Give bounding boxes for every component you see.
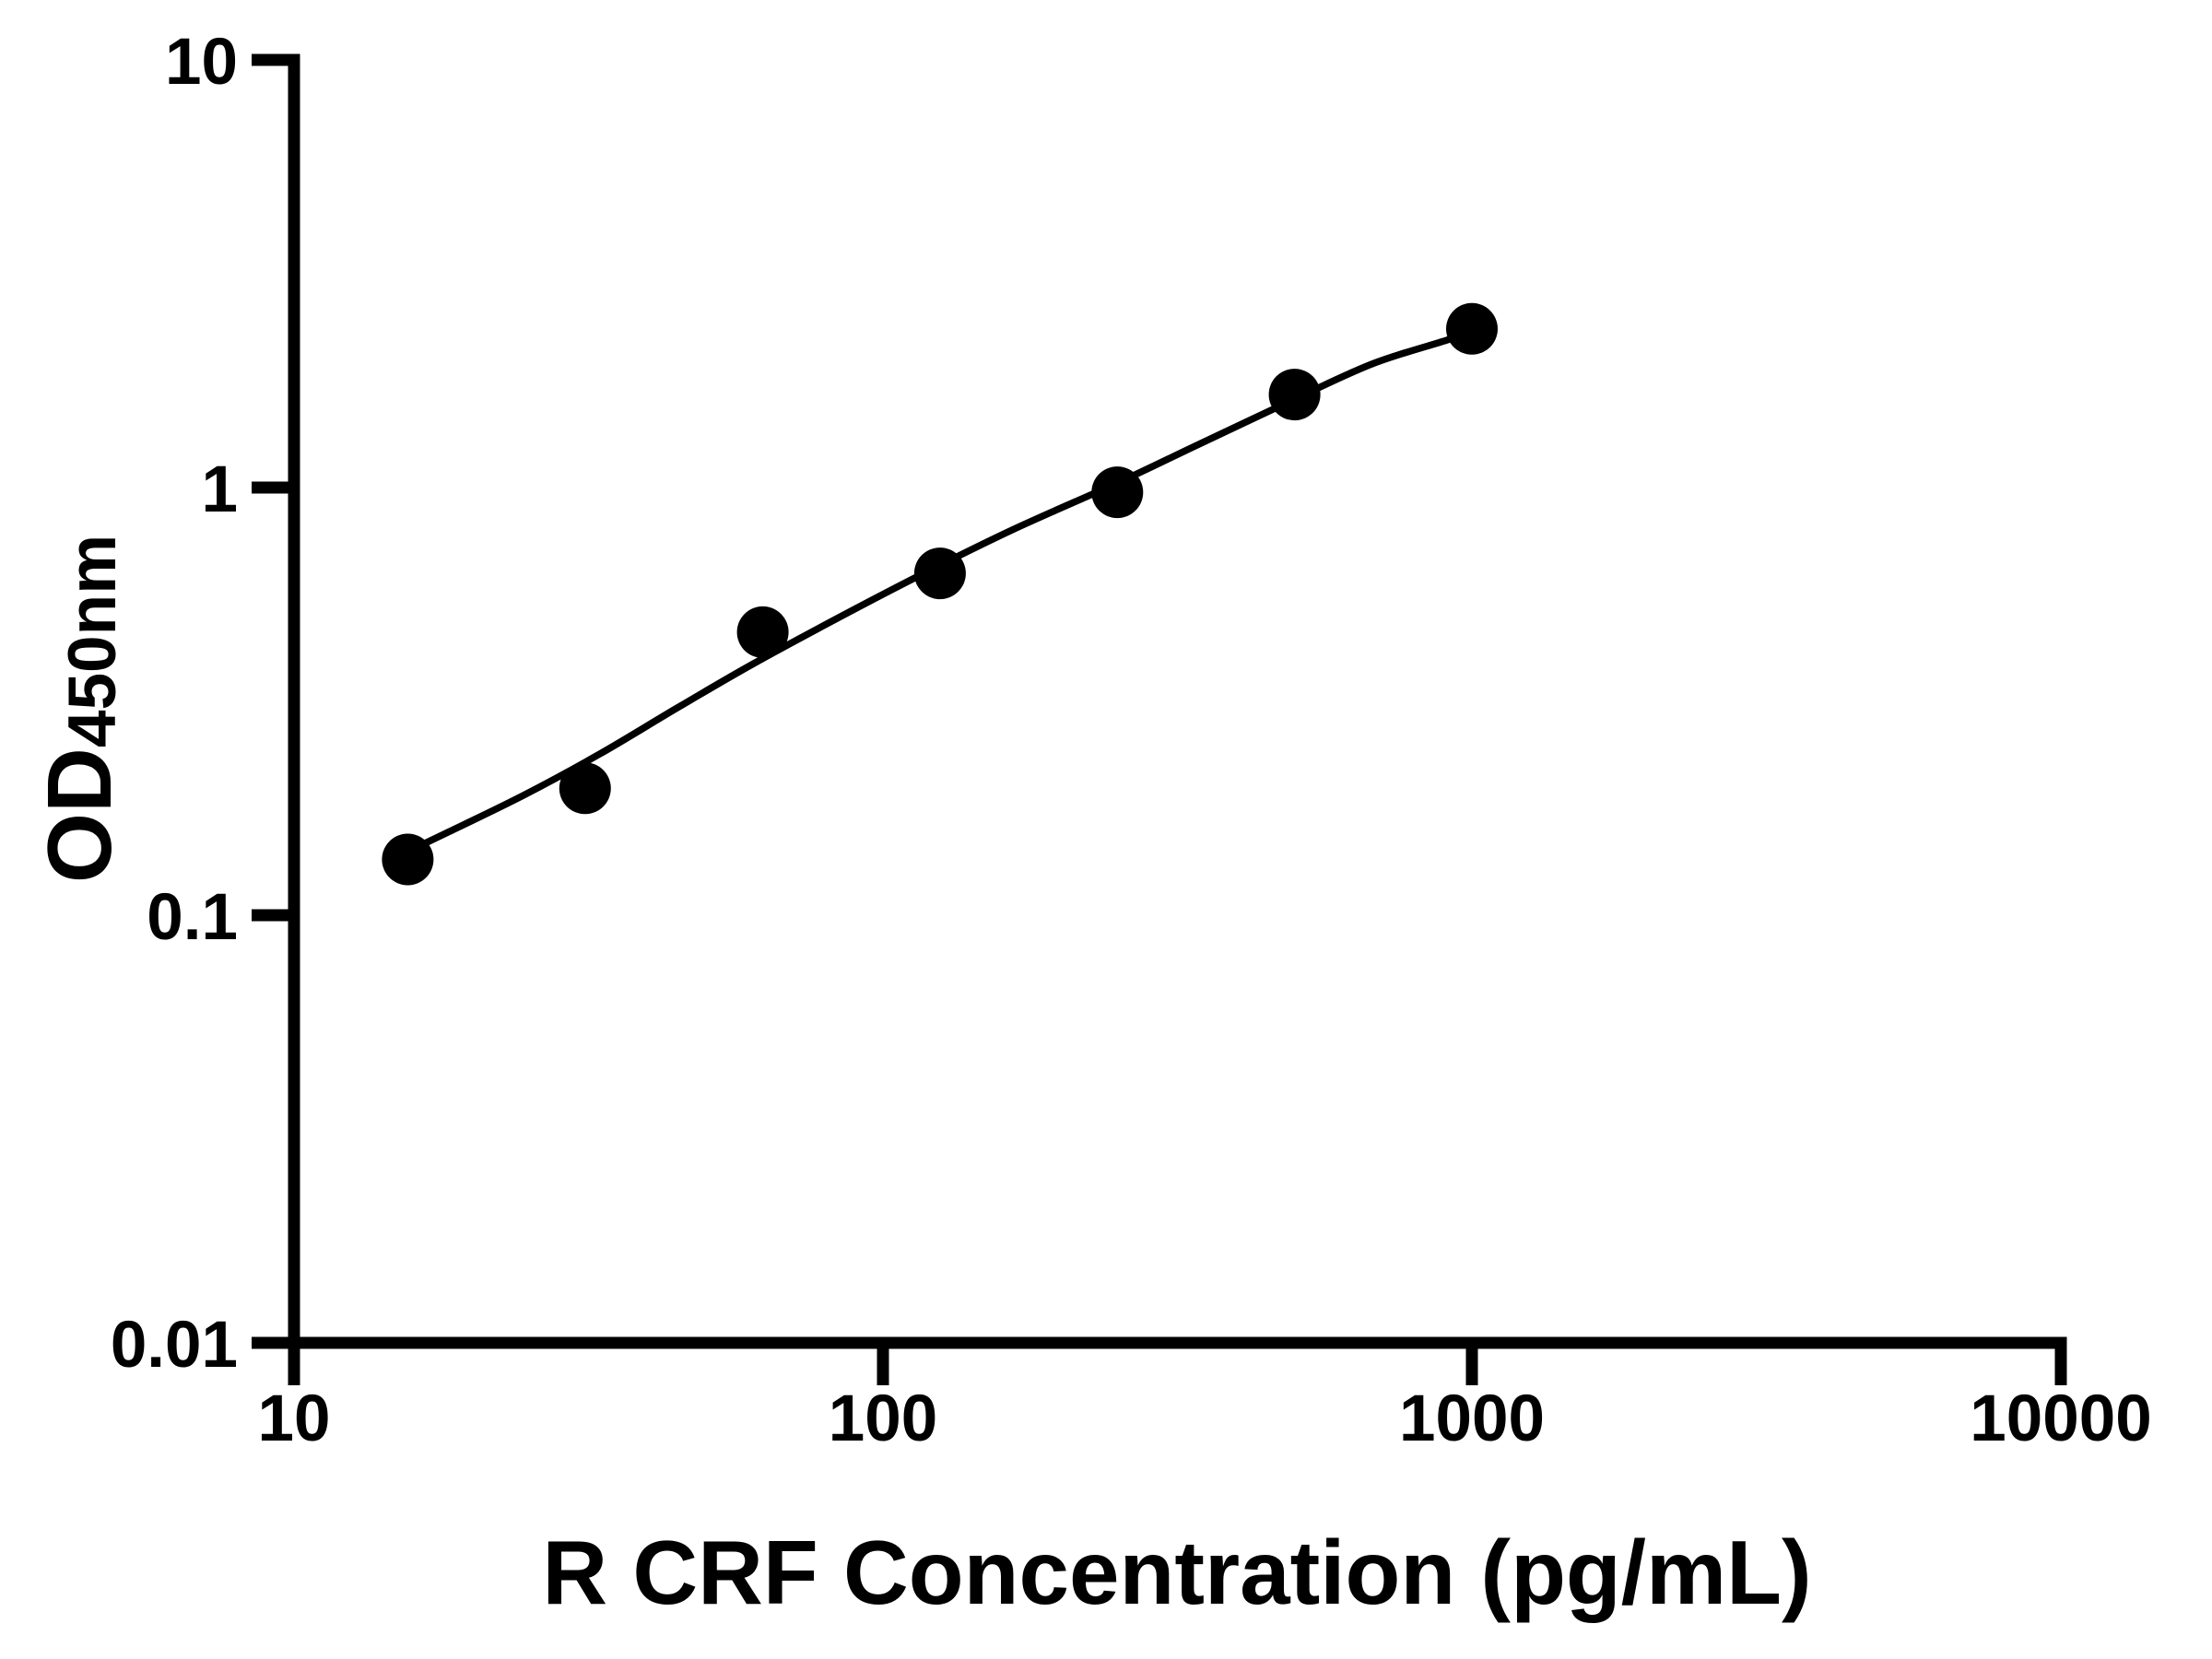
x-axis-tick-marks <box>288 1343 2067 1385</box>
x-tick-label: 10 <box>258 1382 331 1455</box>
data-point-marker <box>1091 466 1144 519</box>
data-point-markers <box>382 302 1498 886</box>
y-axis-title-subscript: 450nm <box>55 535 130 747</box>
y-axis-tick-labels: 10 1 0.1 0.01 <box>111 26 238 1382</box>
y-axis-title: OD450nm <box>29 535 130 883</box>
y-tick-label: 10 <box>165 26 238 99</box>
data-point-marker <box>913 547 966 600</box>
data-point-marker <box>1446 302 1498 355</box>
data-point-marker <box>559 762 611 815</box>
data-point-marker <box>1268 369 1321 421</box>
x-axis-tick-labels: 10 100 1000 10000 <box>258 1382 2152 1455</box>
y-tick-label: 0.1 <box>147 881 238 954</box>
axis-spines <box>288 53 2067 1349</box>
x-tick-label: 1000 <box>1399 1382 1545 1455</box>
x-tick-label: 100 <box>829 1382 937 1455</box>
y-tick-label: 0.01 <box>111 1309 238 1382</box>
y-tick-label: 1 <box>202 453 239 526</box>
x-axis-title: R CRF Concentration (pg/mL) <box>542 1522 1811 1623</box>
y-axis-title-main: OD <box>29 747 130 883</box>
data-point-marker <box>382 833 434 886</box>
data-point-marker <box>736 606 789 658</box>
y-axis-tick-marks <box>252 53 294 1349</box>
x-tick-label: 10000 <box>1970 1382 2151 1455</box>
